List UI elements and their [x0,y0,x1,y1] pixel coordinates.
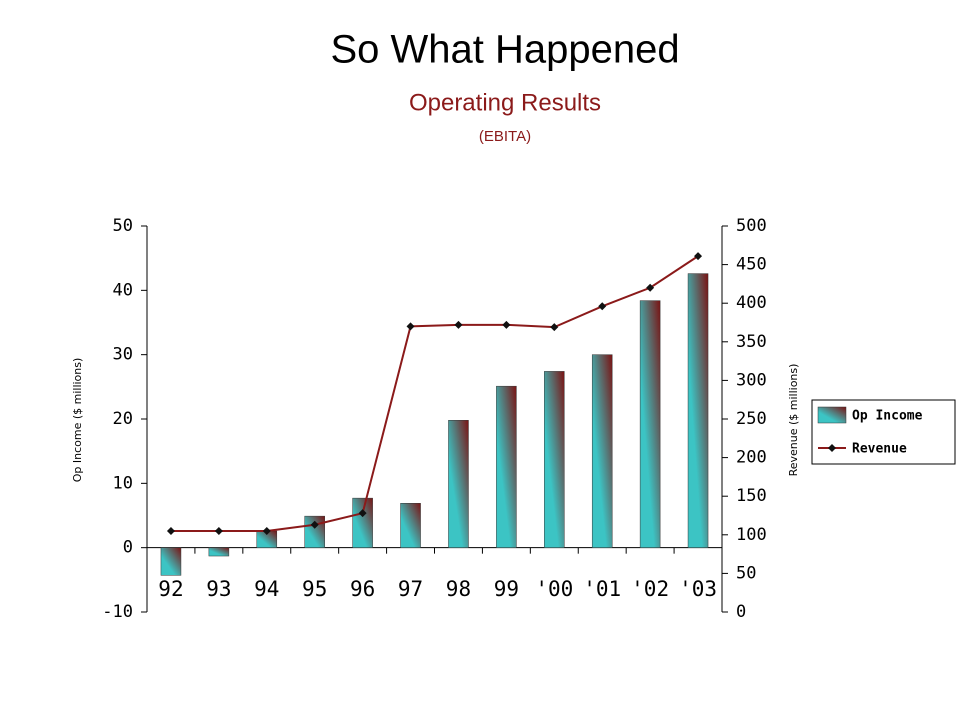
y-tick-label: 10 [113,473,133,493]
bar [639,300,661,548]
y-tick-label: 20 [113,409,133,429]
legend-swatch [817,406,847,424]
revenue-marker [598,302,607,311]
revenue-marker [166,526,175,535]
revenue-marker [358,509,367,518]
y-tick-label: 40 [113,280,133,300]
revenue-marker [262,526,271,535]
subtitle: Operating Results [409,89,601,116]
y-tick-label: 50 [113,216,133,236]
bar [687,273,709,548]
x-tick-label: 98 [446,577,471,601]
y2-tick-label: 450 [736,255,767,275]
title: So What Happened [330,28,679,72]
revenue-marker [310,520,319,529]
revenue-marker [454,320,463,329]
revenue-line [170,255,699,532]
bar [448,420,469,548]
x-tick-label: 95 [302,577,327,601]
y-tick-label: -10 [102,602,133,622]
x-tick-label: 94 [254,577,279,601]
x-tick-label: 97 [398,577,423,601]
y-tick-label: 30 [113,345,133,365]
y2-tick-label: 0 [736,602,746,622]
revenue-marker [694,252,703,261]
y2-tick-label: 300 [736,370,767,390]
y2-axis-title: Revenue ($ millions) [787,364,800,477]
bar [208,547,230,557]
bar [544,371,565,548]
y-axis-title: Op Income ($ millions) [71,358,84,483]
x-tick-label: 92 [158,577,183,601]
revenue-marker [550,323,559,332]
revenue-marker [502,320,511,329]
note: (EBITA) [479,128,531,145]
bar [352,497,373,548]
y2-tick-label: 200 [736,448,767,468]
y2-tick-label: 400 [736,293,767,313]
x-tick-label: 96 [350,577,375,601]
bar [591,354,613,548]
y-tick-label: 0 [123,538,133,558]
bar [496,385,517,548]
y2-tick-label: 250 [736,409,767,429]
x-tick-label: '02 [631,577,669,601]
revenue-marker [646,283,655,292]
bar [400,503,421,548]
y2-tick-label: 50 [736,563,756,583]
legend-label: Revenue [852,442,907,457]
y2-tick-label: 150 [736,486,767,506]
legend-label: Op Income [852,409,923,424]
y2-tick-label: 350 [736,332,767,352]
x-tick-label: 93 [206,577,231,601]
y2-tick-label: 500 [736,216,767,236]
y2-tick-label: 100 [736,525,767,545]
x-tick-label: '01 [583,577,621,601]
x-tick-label: 99 [494,577,519,601]
bar [160,547,182,576]
legend-marker [828,444,836,452]
x-tick-label: '00 [535,577,573,601]
revenue-marker [406,322,415,331]
revenue-marker [214,526,223,535]
x-tick-label: '03 [679,577,717,601]
